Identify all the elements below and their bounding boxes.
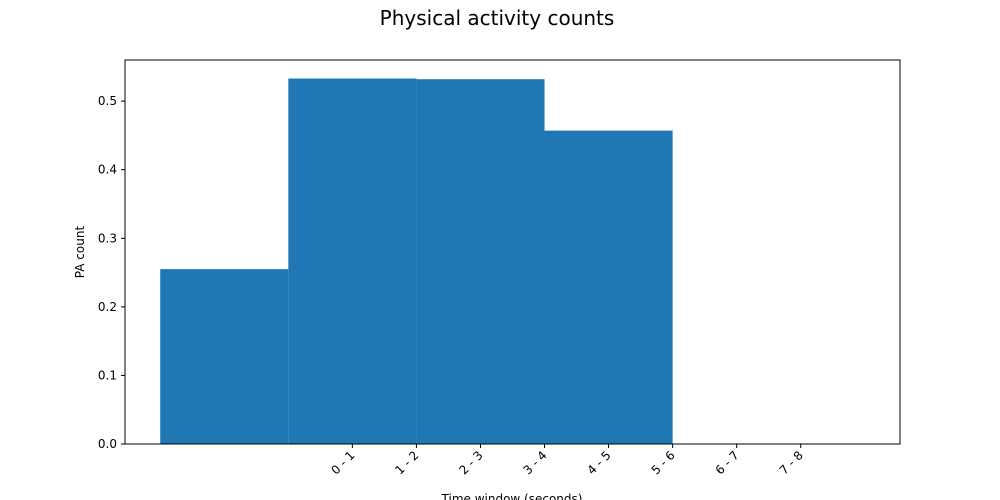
bar-3 — [544, 130, 673, 444]
x-axis-label: Time window (seconds) — [441, 492, 583, 500]
chart-title: Physical activity counts — [380, 6, 615, 30]
bars-group — [160, 78, 673, 444]
y-tick-label: 0.0 — [98, 437, 117, 451]
y-tick-label: 0.5 — [98, 94, 117, 108]
y-tick-label: 0.1 — [98, 368, 117, 382]
x-tick-label: 7 - 8 — [777, 448, 806, 477]
x-tick-label: 2 - 3 — [456, 448, 485, 477]
bar-1 — [288, 78, 417, 444]
x-tick-label: 6 - 7 — [713, 448, 742, 477]
y-axis-label: PA count — [73, 226, 87, 279]
x-tick-label: 1 - 2 — [392, 448, 421, 477]
y-tick-label: 0.2 — [98, 300, 117, 314]
y-axis-ticks: 0.0 0.1 0.2 0.3 0.4 0.5 — [98, 94, 125, 451]
y-tick-label: 0.3 — [98, 231, 117, 245]
x-tick-label: 4 - 5 — [585, 448, 614, 477]
x-tick-label: 0 - 1 — [328, 448, 357, 477]
bar-0 — [160, 269, 289, 444]
x-tick-label: 3 - 4 — [520, 448, 549, 477]
y-tick-label: 0.4 — [98, 163, 117, 177]
x-axis-ticks: 0 - 1 1 - 2 2 - 3 3 - 4 4 - 5 5 - 6 6 - 7 7 - 8 — [328, 444, 806, 477]
x-tick-label: 5 - 6 — [649, 448, 678, 477]
plot-frame — [124, 59, 901, 445]
bar-2 — [416, 79, 545, 444]
